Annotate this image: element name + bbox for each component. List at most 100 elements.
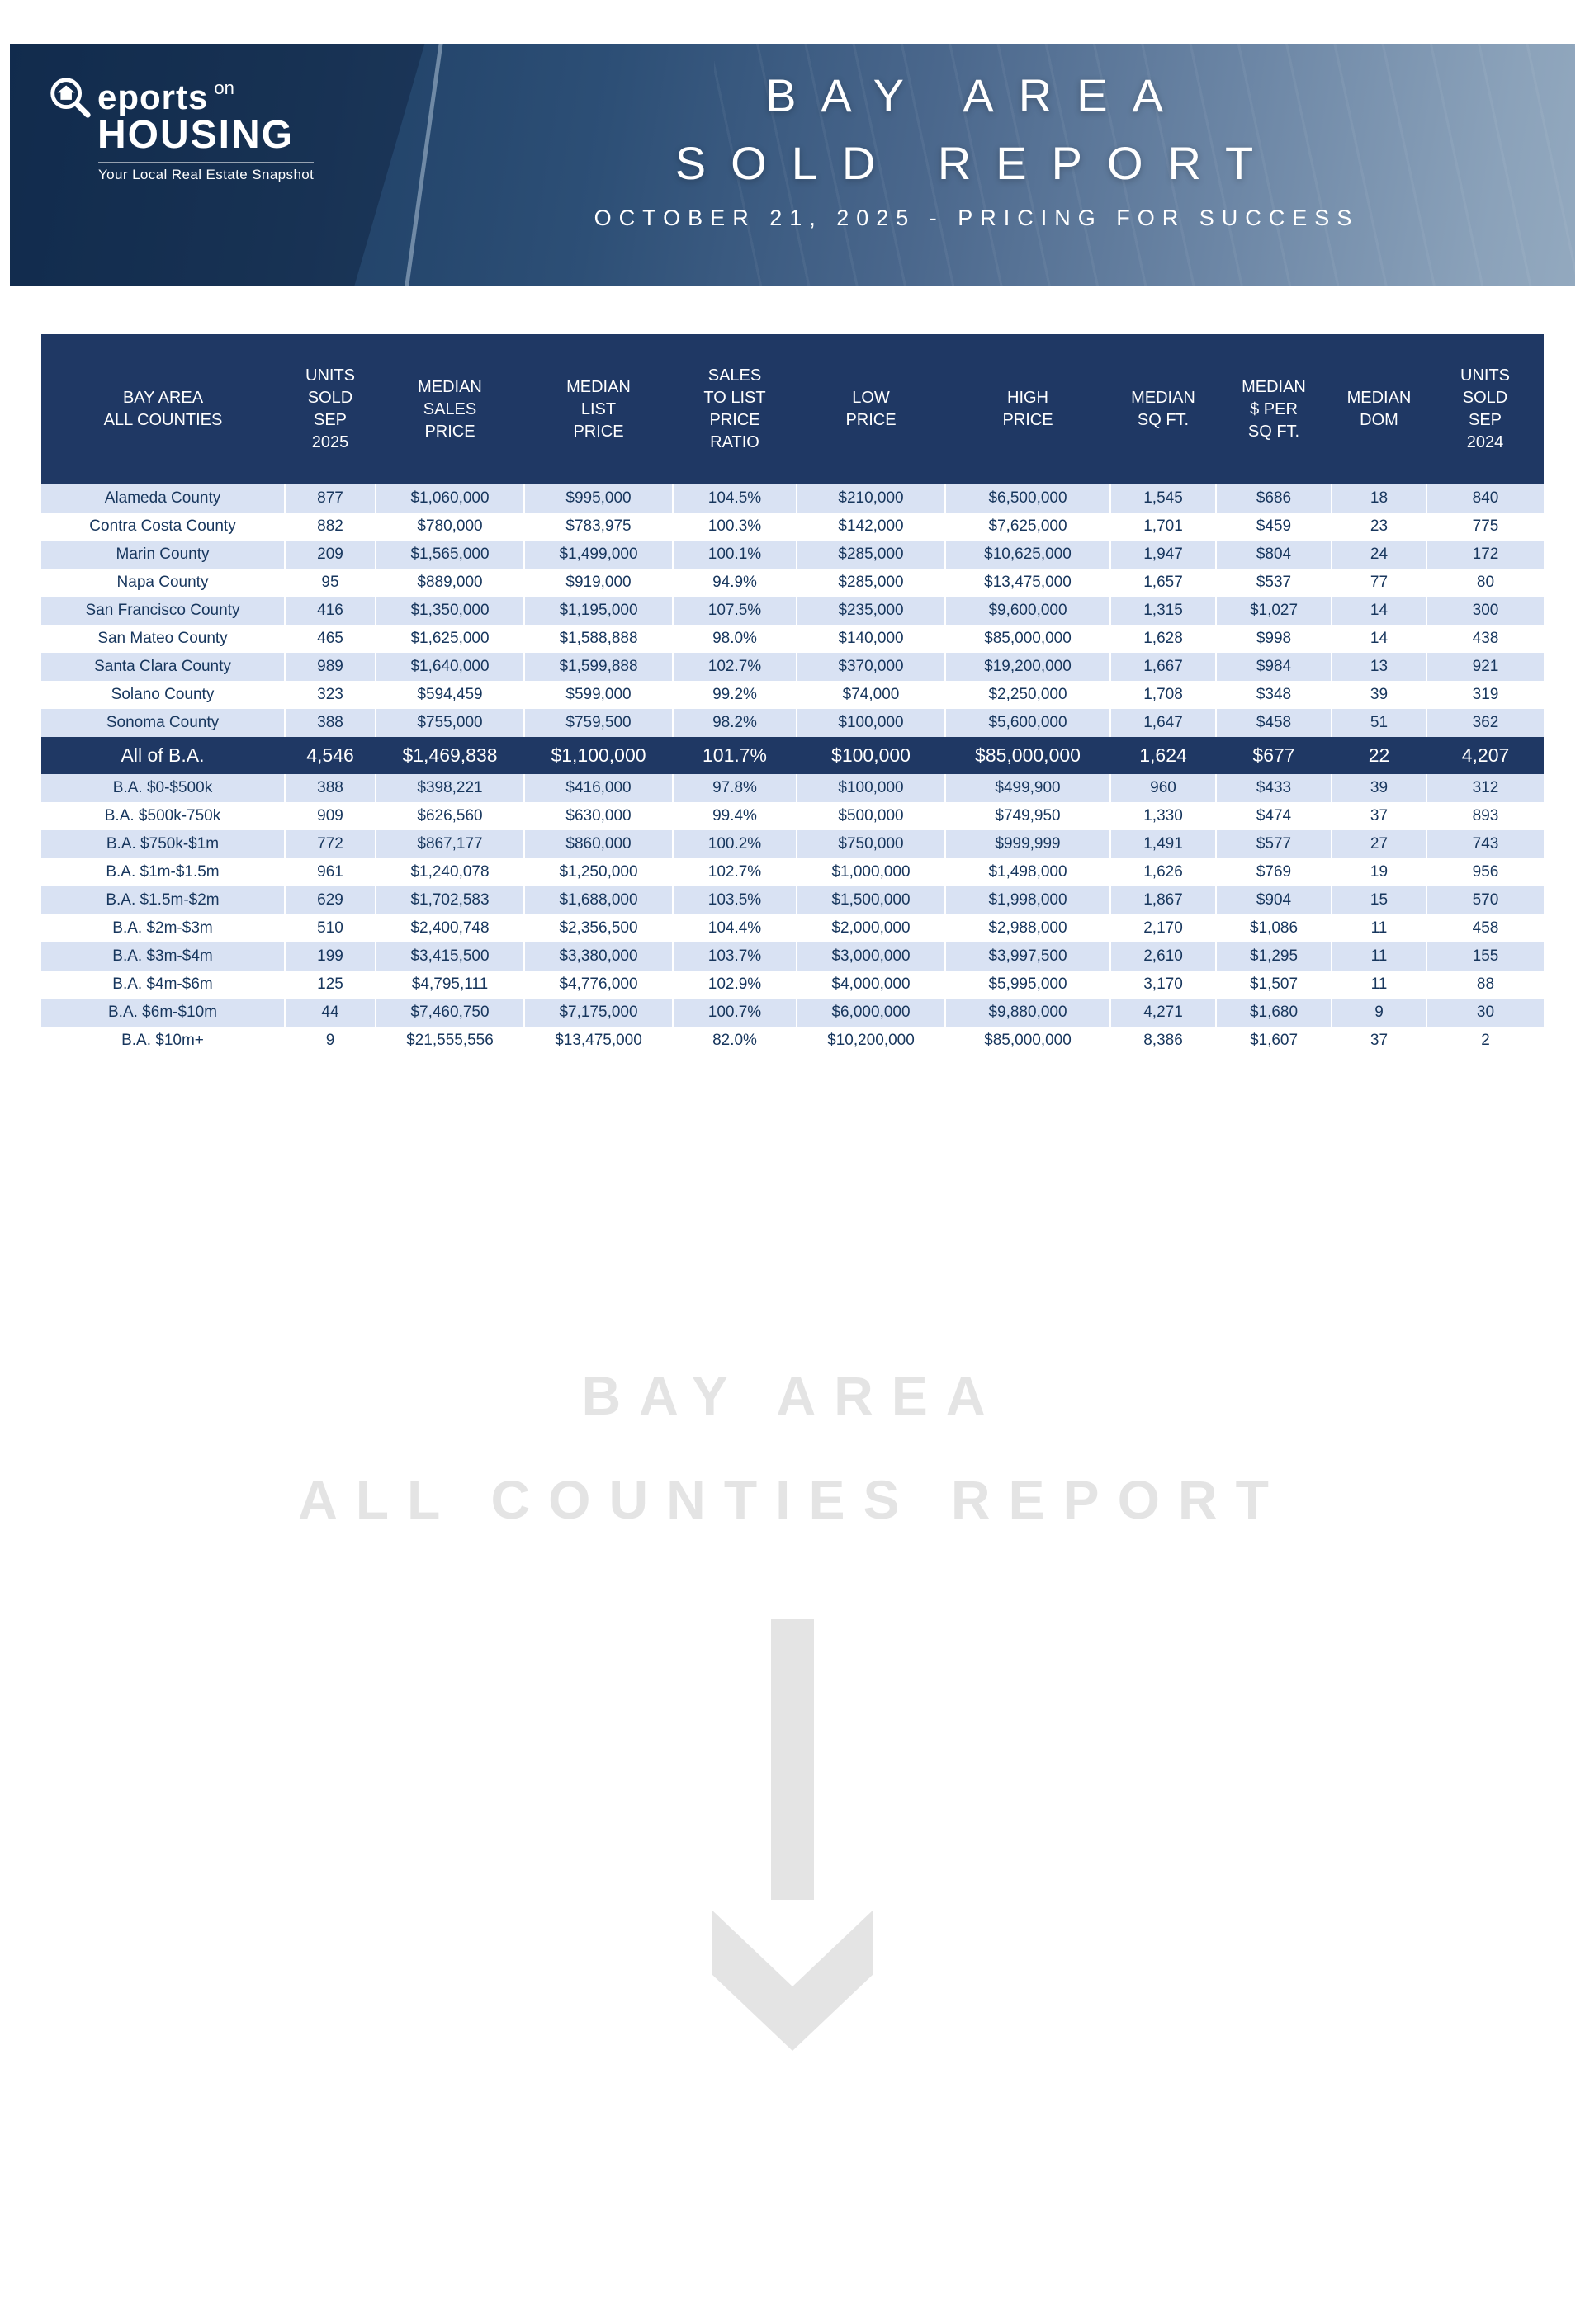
table-row: B.A. $500k-750k 909 $626,560 $630,000 99.4% $… — [41, 802, 1544, 830]
row-label: B.A. $10m+ — [41, 1027, 286, 1055]
cell: $998 — [1215, 625, 1332, 653]
cell: 11 — [1331, 914, 1427, 942]
cell: 4,207 — [1426, 737, 1544, 774]
cell: $1,625,000 — [375, 625, 525, 653]
cell: 300 — [1426, 597, 1544, 625]
cell: 362 — [1426, 709, 1544, 737]
cell: $1,469,838 — [375, 737, 525, 774]
cell: $1,195,000 — [523, 597, 674, 625]
cell: $2,356,500 — [523, 914, 674, 942]
cell: $285,000 — [796, 569, 946, 597]
cell: $210,000 — [796, 484, 946, 513]
cell: 37 — [1331, 802, 1427, 830]
row-label: San Mateo County — [41, 625, 286, 653]
cell: $755,000 — [375, 709, 525, 737]
cell: 100.7% — [672, 999, 797, 1027]
brand-name-housing: HOUSING — [97, 113, 295, 157]
cell: $1,688,000 — [523, 886, 674, 914]
cell: $10,625,000 — [944, 541, 1111, 569]
cell: $1,565,000 — [375, 541, 525, 569]
cell: 1,701 — [1110, 513, 1217, 541]
cell: $626,560 — [375, 802, 525, 830]
cell: $1,027 — [1215, 597, 1332, 625]
column-header-1: UNITS SOLD SEP 2025 — [285, 334, 376, 484]
cell: 921 — [1426, 653, 1544, 681]
cell: 956 — [1426, 858, 1544, 886]
cell: $7,460,750 — [375, 999, 525, 1027]
row-label: B.A. $1.5m-$2m — [41, 886, 286, 914]
cell: $1,640,000 — [375, 653, 525, 681]
column-header-4: SALES TO LIST PRICE RATIO — [673, 334, 797, 484]
cell: 39 — [1331, 774, 1427, 802]
cell: $7,175,000 — [523, 999, 674, 1027]
cell: $85,000,000 — [944, 625, 1111, 653]
cell: 82.0% — [672, 1027, 797, 1055]
cell: 1,657 — [1110, 569, 1217, 597]
cell: 882 — [284, 513, 376, 541]
column-header-7: MEDIAN SQ FT. — [1110, 334, 1216, 484]
cell: $6,000,000 — [796, 999, 946, 1027]
row-label: B.A. $500k-750k — [41, 802, 286, 830]
cell: 19 — [1331, 858, 1427, 886]
column-header-9: MEDIAN DOM — [1332, 334, 1426, 484]
cell: $867,177 — [375, 830, 525, 858]
cell: 11 — [1331, 971, 1427, 999]
cell: $995,000 — [523, 484, 674, 513]
cell: 1,708 — [1110, 681, 1217, 709]
cell: $370,000 — [796, 653, 946, 681]
cell: 9 — [1331, 999, 1427, 1027]
cell: $459 — [1215, 513, 1332, 541]
cell: $4,000,000 — [796, 971, 946, 999]
cell: 22 — [1331, 737, 1427, 774]
cell: $19,200,000 — [944, 653, 1111, 681]
cell: 104.4% — [672, 914, 797, 942]
cell: $889,000 — [375, 569, 525, 597]
cell: $458 — [1215, 709, 1332, 737]
cell: $577 — [1215, 830, 1332, 858]
cell: 9 — [284, 1027, 376, 1055]
cell: $759,500 — [523, 709, 674, 737]
report-title-block: BAY AREA SOLD REPORT OCTOBER 21, 2025 - … — [398, 62, 1555, 231]
cell: $1,607 — [1215, 1027, 1332, 1055]
report-subtitle: OCTOBER 21, 2025 - PRICING FOR SUCCESS — [594, 205, 1360, 230]
cell: 388 — [284, 709, 376, 737]
row-label: B.A. $0-$500k — [41, 774, 286, 802]
cell: $919,000 — [523, 569, 674, 597]
cell: $1,498,000 — [944, 858, 1111, 886]
cell: $1,250,000 — [523, 858, 674, 886]
cell: $686 — [1215, 484, 1332, 513]
cell: 909 — [284, 802, 376, 830]
cell: $2,988,000 — [944, 914, 1111, 942]
cell: $1,500,000 — [796, 886, 946, 914]
cell: $348 — [1215, 681, 1332, 709]
column-header-6: HIGH PRICE — [945, 334, 1110, 484]
cell: 100.2% — [672, 830, 797, 858]
cell: 103.7% — [672, 942, 797, 971]
cell: $499,900 — [944, 774, 1111, 802]
report-table-head: BAY AREA ALL COUNTIES UNITS SOLD SEP 2025 MEDI… — [41, 334, 1544, 484]
table-row: Napa County 95 $889,000 $919,000 94.9% $285,0… — [41, 569, 1544, 597]
row-label: San Francisco County — [41, 597, 286, 625]
cell: 98.0% — [672, 625, 797, 653]
column-header-0: BAY AREA ALL COUNTIES — [41, 334, 285, 484]
cell: $142,000 — [796, 513, 946, 541]
cell: 100.1% — [672, 541, 797, 569]
cell: $599,000 — [523, 681, 674, 709]
cell: $433 — [1215, 774, 1332, 802]
cell: 51 — [1331, 709, 1427, 737]
cell: 2,610 — [1110, 942, 1217, 971]
table-row: Santa Clara County 989 $1,640,000 $1,599,88… — [41, 653, 1544, 681]
cell: $1,295 — [1215, 942, 1332, 971]
cell: $2,000,000 — [796, 914, 946, 942]
cell: $3,997,500 — [944, 942, 1111, 971]
cell: 4,546 — [284, 737, 376, 774]
table-row: B.A. $3m-$4m 199 $3,415,500 $3,380,000 103.7… — [41, 942, 1544, 971]
cell: 77 — [1331, 569, 1427, 597]
cell: 104.5% — [672, 484, 797, 513]
row-label: B.A. $4m-$6m — [41, 971, 286, 999]
cell: $1,086 — [1215, 914, 1332, 942]
brand-name-on: on — [214, 78, 234, 98]
table-row: B.A. $1.5m-$2m 629 $1,702,583 $1,688,000 103… — [41, 886, 1544, 914]
cell: 893 — [1426, 802, 1544, 830]
table-row: San Mateo County 465 $1,625,000 $1,588,888 9… — [41, 625, 1544, 653]
